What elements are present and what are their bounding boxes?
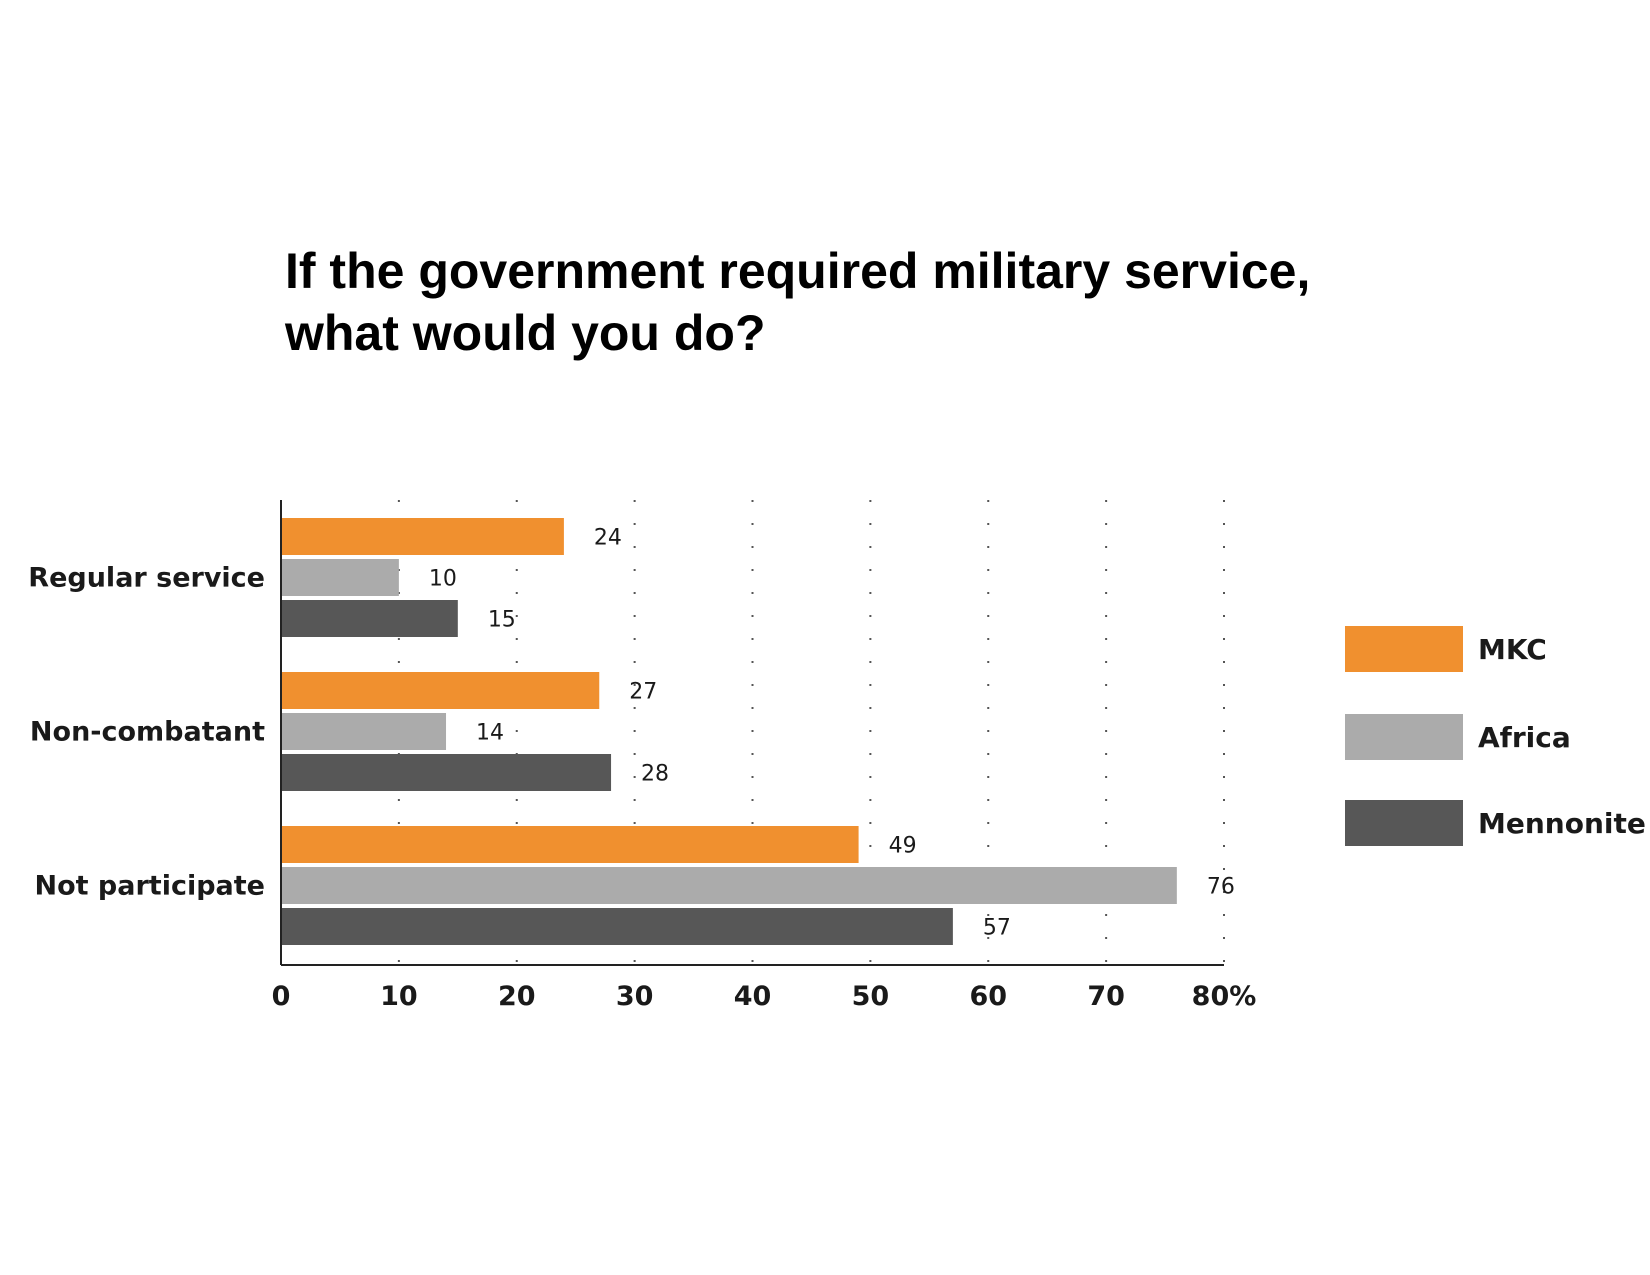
bar-africa-regular-service xyxy=(281,559,399,596)
chart-title-line-1: If the government required military serv… xyxy=(285,243,1310,299)
value-label-mennonite-not-participate: 57 xyxy=(983,916,1011,941)
value-label-mkc-non-combatant: 27 xyxy=(629,680,657,705)
x-tick-label: 20 xyxy=(498,981,536,1012)
value-label-mennonite-non-combatant: 28 xyxy=(641,762,669,787)
bar-mkc-non-combatant xyxy=(281,672,600,709)
bar-africa-non-combatant xyxy=(281,713,447,750)
x-tick-label: 70 xyxy=(1087,981,1125,1012)
bar-mkc-not-participate xyxy=(281,826,859,863)
legend-swatch-mkc xyxy=(1345,626,1463,672)
value-label-africa-non-combatant: 14 xyxy=(476,721,504,746)
value-label-africa-regular-service: 10 xyxy=(429,567,457,592)
legend-label-africa: Africa xyxy=(1478,721,1571,754)
value-label-mkc-not-participate: 49 xyxy=(889,834,917,859)
category-labels: Regular service Non-combatant Not particip… xyxy=(28,563,265,902)
value-label-mkc-regular-service: 24 xyxy=(594,526,622,551)
x-tick-label: 40 xyxy=(734,981,772,1012)
bar-mennonite-non-combatant xyxy=(281,754,612,791)
category-label: Not participate xyxy=(34,871,265,902)
bars xyxy=(281,518,1177,945)
bar-mennonite-not-participate xyxy=(281,908,953,945)
legend-label-mkc: MKC xyxy=(1478,633,1547,666)
bar-mkc-regular-service xyxy=(281,518,564,555)
x-tick-label: 0 xyxy=(272,981,291,1012)
category-label: Regular service xyxy=(28,563,265,594)
bar-mennonite-regular-service xyxy=(281,600,458,637)
value-label-africa-not-participate: 76 xyxy=(1207,875,1235,900)
legend-swatch-mennonite xyxy=(1345,800,1463,846)
value-label-mennonite-regular-service: 15 xyxy=(488,608,516,633)
value-labels: 24 10 15 27 14 28 49 76 57 xyxy=(429,526,1235,941)
legend-swatch-africa xyxy=(1345,714,1463,760)
x-tick-label: 50 xyxy=(852,981,890,1012)
x-tick-label: 30 xyxy=(616,981,654,1012)
x-tick-label: 80% xyxy=(1192,981,1257,1012)
legend-label-mennonite: Mennonite xyxy=(1478,807,1646,840)
legend: MKC Africa Mennonite xyxy=(1345,626,1646,846)
bar-africa-not-participate xyxy=(281,867,1177,904)
x-tick-label: 10 xyxy=(380,981,418,1012)
chart-title-line-2: what would you do? xyxy=(284,305,766,361)
x-axis-ticks: 0 10 20 30 40 50 60 70 80% xyxy=(272,981,1257,1012)
x-tick-label: 60 xyxy=(969,981,1007,1012)
category-label: Non-combatant xyxy=(30,717,265,748)
